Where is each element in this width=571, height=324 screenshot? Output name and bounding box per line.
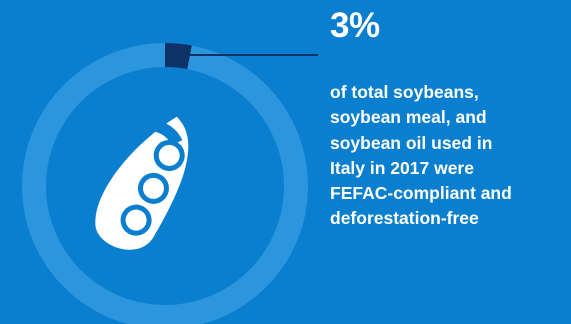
caption-line: soybean oil used in bbox=[330, 132, 493, 153]
caption-line: Italy in 2017 were bbox=[330, 157, 474, 178]
stat-value: 3% bbox=[330, 6, 380, 45]
caption-line: FEFAC-compliant and bbox=[330, 183, 512, 204]
soybean-pod-icon bbox=[95, 116, 189, 250]
stat-caption: of total soybeans, soybean meal, and soy… bbox=[330, 80, 570, 232]
caption-line: deforestation-free bbox=[330, 208, 479, 229]
caption-line: soybean meal, and bbox=[330, 107, 487, 128]
caption-line: of total soybeans, bbox=[330, 82, 479, 102]
